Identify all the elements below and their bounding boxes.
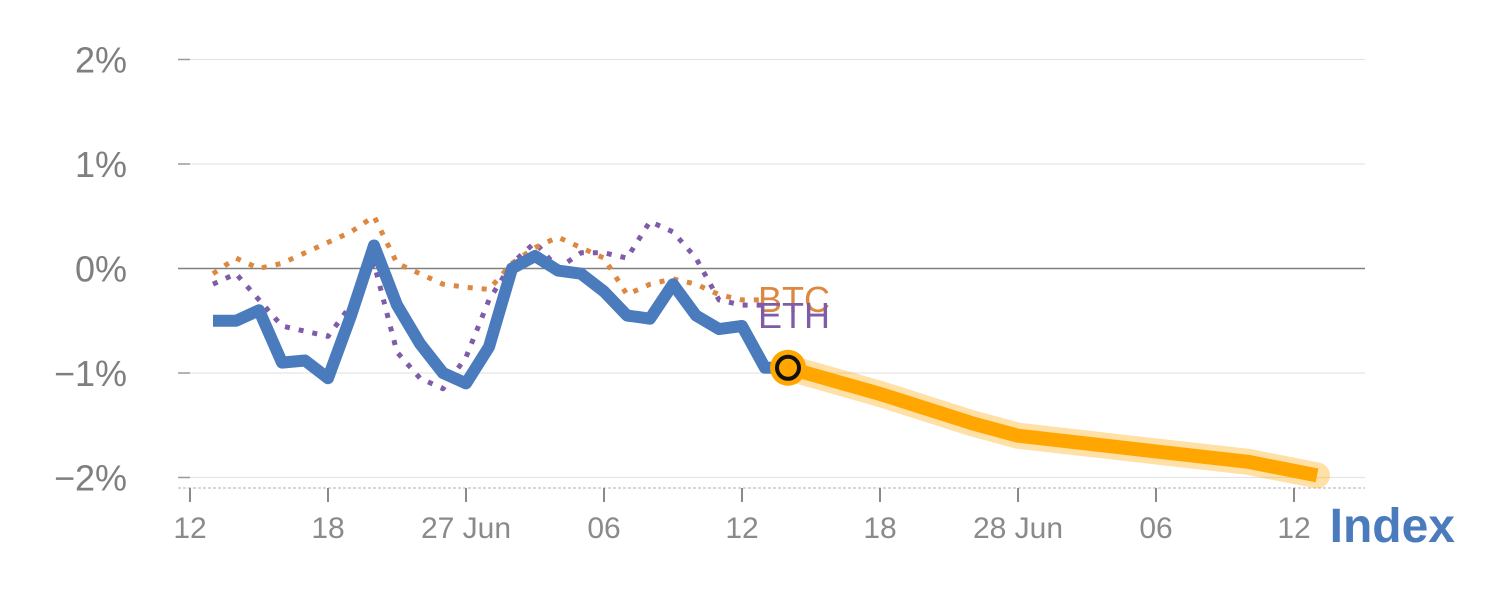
- x-tick-label: 12: [725, 512, 758, 545]
- x-tick-label: 18: [863, 512, 896, 545]
- forecast-line: [786, 361, 1319, 483]
- eth-series-label: ETH: [758, 295, 830, 336]
- y-tick-label: −2%: [54, 458, 127, 499]
- labels: BTC ETH Index: [758, 279, 1455, 553]
- btc-series-line: [211, 213, 765, 303]
- y-tick-label: 0%: [75, 249, 127, 290]
- chart-title-index: Index: [1330, 500, 1456, 553]
- y-tick-label: 2%: [75, 40, 127, 81]
- x-tick-label: 18: [311, 512, 344, 545]
- series: [211, 213, 1330, 489]
- x-tick-label: 12: [1277, 512, 1310, 545]
- x-tick-label: 12: [173, 512, 206, 545]
- current-point-marker: [775, 354, 801, 381]
- x-tick-label: 06: [1139, 512, 1172, 545]
- y-tick-label: −1%: [54, 353, 127, 394]
- btc-series-label: BTC: [758, 279, 830, 320]
- y-tick-label: 1%: [75, 144, 127, 185]
- x-tick-label: 28 Jun: [973, 512, 1063, 545]
- x-tick-label: 27 Jun: [421, 512, 511, 545]
- x-tick-label: 06: [587, 512, 620, 545]
- index-series-line: [213, 239, 788, 390]
- gridlines: [178, 58, 1365, 479]
- axes: 2% 1% 0% −1% −2% 12 18 27 Jun 06 12 18 28 Jun 06 12: [54, 40, 1365, 545]
